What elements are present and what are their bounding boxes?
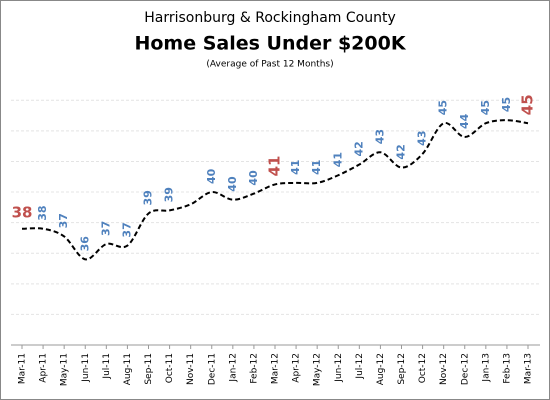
x-tick-label: May-11: [60, 353, 70, 386]
data-label: 45: [500, 97, 513, 112]
data-line: [21, 119, 529, 261]
chart-subtitle: (Average of Past 12 Months): [206, 60, 333, 70]
data-label: 40: [205, 168, 218, 184]
data-label: 37: [120, 222, 133, 237]
x-tick-label: Jun-12: [334, 353, 344, 383]
data-label: 41: [310, 160, 323, 175]
x-tick-label: Apr-12: [292, 353, 302, 383]
x-tick-label: Sep-12: [397, 353, 407, 385]
data-label: 39: [163, 187, 176, 202]
data-label: 38: [12, 203, 33, 221]
x-tick-label: Sep-11: [144, 353, 154, 385]
data-label: 37: [99, 221, 112, 236]
x-tick-label: Feb-13: [502, 353, 512, 384]
data-label: 41: [266, 156, 284, 177]
x-tick-label: Mar-12: [271, 353, 281, 384]
data-label: 45: [519, 94, 537, 115]
x-tick-label: Jul-11: [102, 353, 112, 380]
data-label: 41: [331, 152, 344, 167]
x-tick-label: Aug-12: [376, 353, 386, 385]
x-tick-label: Jan-12: [228, 353, 238, 383]
x-tick-label: Mar-11: [18, 353, 28, 384]
x-tick-label: Jun-11: [81, 353, 91, 383]
chart-title: Home Sales Under $200K: [134, 33, 406, 55]
data-label: 42: [352, 141, 365, 156]
data-label: 44: [458, 113, 471, 129]
data-label: 45: [479, 100, 492, 115]
data-label: 40: [226, 176, 239, 192]
chart-supertitle: Harrisonburg & Rockingham County: [144, 10, 396, 26]
x-tick-label: Dec-12: [460, 353, 470, 385]
x-tick-label: Jan-13: [481, 353, 491, 383]
data-label: 39: [142, 190, 155, 205]
x-tick-label: Apr-11: [39, 353, 49, 383]
x-tick-label: Dec-11: [207, 353, 217, 385]
data-label: 40: [247, 170, 260, 186]
data-label: 45: [437, 100, 450, 115]
x-tick-label: Mar-13: [524, 353, 534, 384]
x-tick-label: Nov-12: [439, 353, 449, 385]
data-label: 41: [289, 160, 302, 175]
data-label: 43: [373, 129, 386, 144]
data-label: 42: [395, 144, 408, 159]
data-label: 36: [78, 236, 91, 252]
data-label: 38: [36, 205, 49, 220]
data-label: 43: [416, 131, 429, 146]
x-tick-label: Aug-11: [123, 353, 133, 385]
x-tick-label: Feb-12: [249, 353, 259, 384]
x-tick-label: Oct-12: [418, 353, 428, 383]
data-label: 37: [57, 213, 70, 228]
x-tick-label: Oct-11: [165, 353, 175, 383]
x-tick-label: Jul-12: [355, 353, 365, 380]
x-tick-label: May-12: [313, 353, 323, 386]
x-tick-label: Nov-11: [186, 353, 196, 385]
